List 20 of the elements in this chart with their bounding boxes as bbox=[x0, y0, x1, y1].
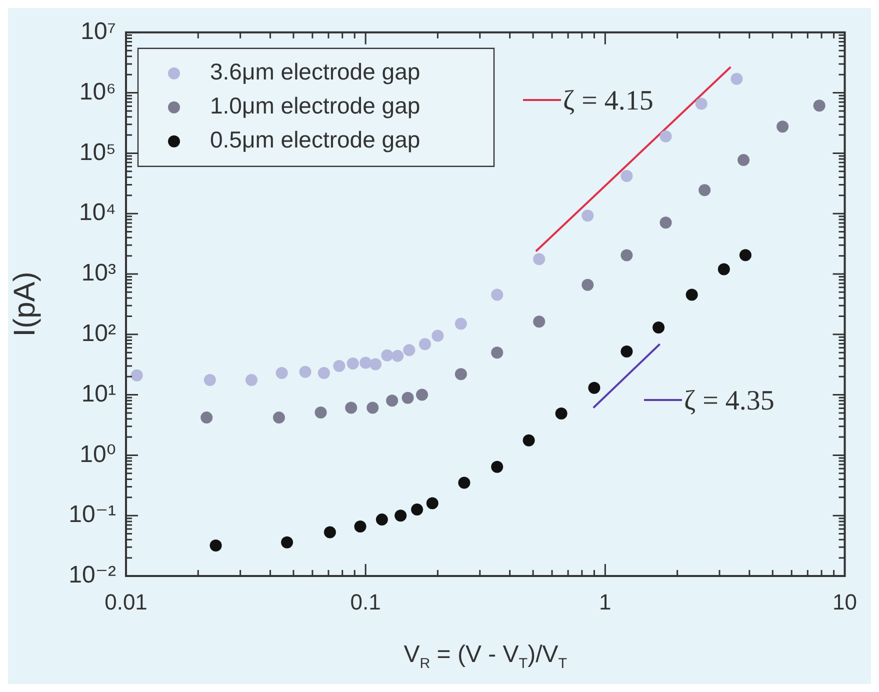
legend-label: 0.5μm electrode gap bbox=[210, 126, 420, 153]
y-tick-label: 10⁵ bbox=[79, 138, 116, 166]
y-tick-label: 10¹ bbox=[81, 380, 116, 408]
y-tick-label: 10⁷ bbox=[80, 18, 116, 46]
y-tick-label: 10⁻² bbox=[68, 562, 116, 589]
legend-label: ζ = 4.35 bbox=[684, 385, 774, 416]
legend-label: ζ = 4.15 bbox=[563, 85, 654, 116]
x-tick-label: 0.1 bbox=[350, 589, 381, 614]
y-tick-label: 10³ bbox=[81, 260, 116, 287]
y-tick-label: 10⁻¹ bbox=[68, 501, 116, 528]
legend-label: 3.6μm electrode gap bbox=[210, 58, 420, 85]
y-tick-label: 10⁶ bbox=[79, 78, 116, 106]
y-tick-label: 10⁰ bbox=[80, 440, 116, 468]
x-tick-label: 0.01 bbox=[104, 589, 148, 614]
legend-label: 1.0μm electrode gap bbox=[210, 92, 420, 119]
y-tick-label: 10² bbox=[81, 320, 116, 348]
y-tick-label: 10⁴ bbox=[78, 199, 116, 226]
y-axis-title: I(pA) bbox=[8, 272, 42, 337]
x-tick-label: 1 bbox=[599, 589, 612, 614]
x-tick-label: 10 bbox=[832, 589, 858, 614]
